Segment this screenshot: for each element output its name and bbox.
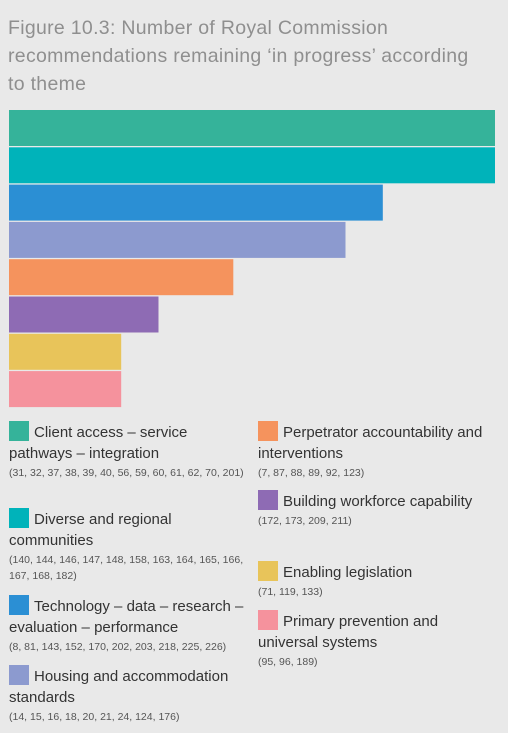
legend-recommendation-numbers: (14, 15, 16, 18, 20, 21, 24, 124, 176) [9,711,180,723]
legend-recommendation-numbers: (140, 144, 146, 147, 148, 158, 163, 164,… [9,554,244,582]
bar-6 [9,296,159,333]
legend-item: Diverse and regional communities (140, 14… [9,508,249,584]
legend-label: Building workforce capability [283,493,473,510]
legend-label: Perpetrator accountability and intervent… [258,424,483,462]
legend-item: Building workforce capability (172, 173, … [258,490,498,529]
chart-title: Figure 10.3: Number of Royal Commission … [8,17,469,95]
legend-recommendation-numbers: (172, 173, 209, 211) [258,515,352,527]
legend-swatch [258,490,278,510]
legend-swatch [258,610,278,630]
legend-swatch [9,595,29,615]
legend-swatch [9,508,29,528]
bar-7 [9,333,122,370]
legend-recommendation-numbers: (95, 96, 189) [258,656,318,668]
legend-item: Client access – service pathways – integ… [9,421,249,481]
legend-item: Housing and accommodation standards (14, … [9,665,249,725]
bar-2 [9,147,495,184]
legend-recommendation-numbers: (31, 32, 37, 38, 39, 40, 56, 59, 60, 61,… [9,467,244,479]
legend-swatch [258,561,278,581]
legend-label: Technology – data – research – evaluatio… [9,598,244,636]
legend-label: Enabling legislation [283,564,413,581]
bar-8 [9,371,122,408]
legend-swatch [9,421,29,441]
legend-label: Housing and accommodation standards [9,668,229,706]
bar-3 [9,184,383,221]
legend-item: Perpetrator accountability and intervent… [258,421,498,481]
legend-label: Client access – service pathways – integ… [9,424,188,462]
legend-swatch [9,665,29,685]
legend-label: Primary prevention and universal systems [258,613,439,651]
legend-item: Technology – data – research – evaluatio… [9,595,254,655]
legend-item: Enabling legislation (71, 119, 133) [258,561,498,600]
legend-swatch [258,421,278,441]
legend-recommendation-numbers: (71, 119, 133) [258,586,323,598]
bar-1 [9,110,495,146]
legend-label: Diverse and regional communities [9,511,172,549]
legend-item: Primary prevention and universal systems… [258,610,498,670]
legend-recommendation-numbers: (7, 87, 88, 89, 92, 123) [258,467,365,479]
legend-recommendation-numbers: (8, 81, 143, 152, 170, 202, 203, 218, 22… [9,641,227,653]
bar-5 [9,259,234,296]
bar-4 [9,221,346,258]
